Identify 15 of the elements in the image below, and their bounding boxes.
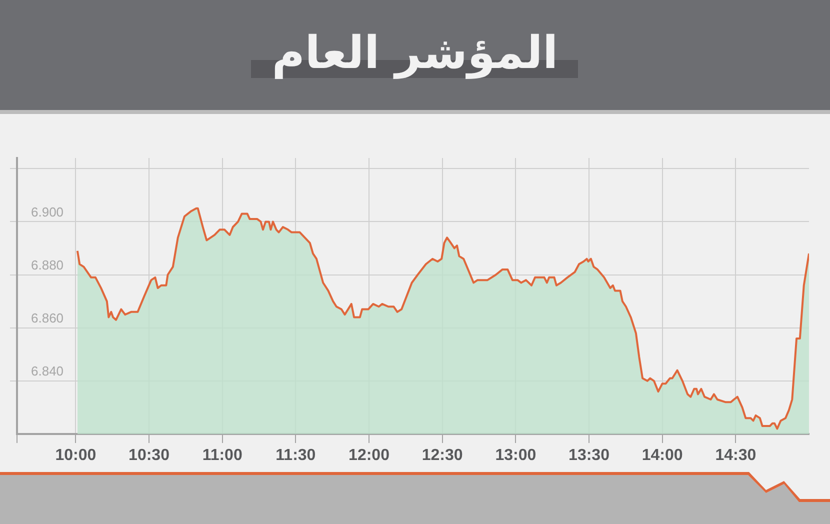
y-tick-label: 6.880: [31, 257, 64, 272]
x-tick-label: 10:00: [55, 447, 96, 464]
x-tick-label: 14:30: [715, 447, 756, 464]
x-tick-label: 12:30: [422, 447, 463, 464]
x-tick-label: 14:00: [642, 447, 683, 464]
x-tick-label: 13:00: [495, 447, 536, 464]
x-tick-label: 13:30: [568, 447, 610, 464]
x-tick-label: 11:00: [202, 447, 242, 464]
chart-title: المؤشر العام: [272, 26, 558, 79]
y-tick-label: 6.860: [31, 310, 64, 326]
y-tick-label: 6.840: [31, 364, 64, 378]
x-tick-label: 12:00: [348, 447, 390, 464]
y-tick-label: 6.900: [31, 204, 64, 220]
x-tick-label: 10:30: [128, 447, 170, 464]
x-tick-label: 11:30: [276, 447, 316, 464]
